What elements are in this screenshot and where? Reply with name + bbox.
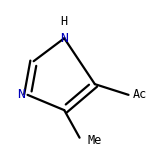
Text: H: H — [61, 15, 68, 28]
Text: N: N — [17, 88, 25, 101]
Text: N: N — [60, 32, 68, 45]
Text: Ac: Ac — [133, 88, 147, 101]
Text: Me: Me — [87, 134, 101, 147]
